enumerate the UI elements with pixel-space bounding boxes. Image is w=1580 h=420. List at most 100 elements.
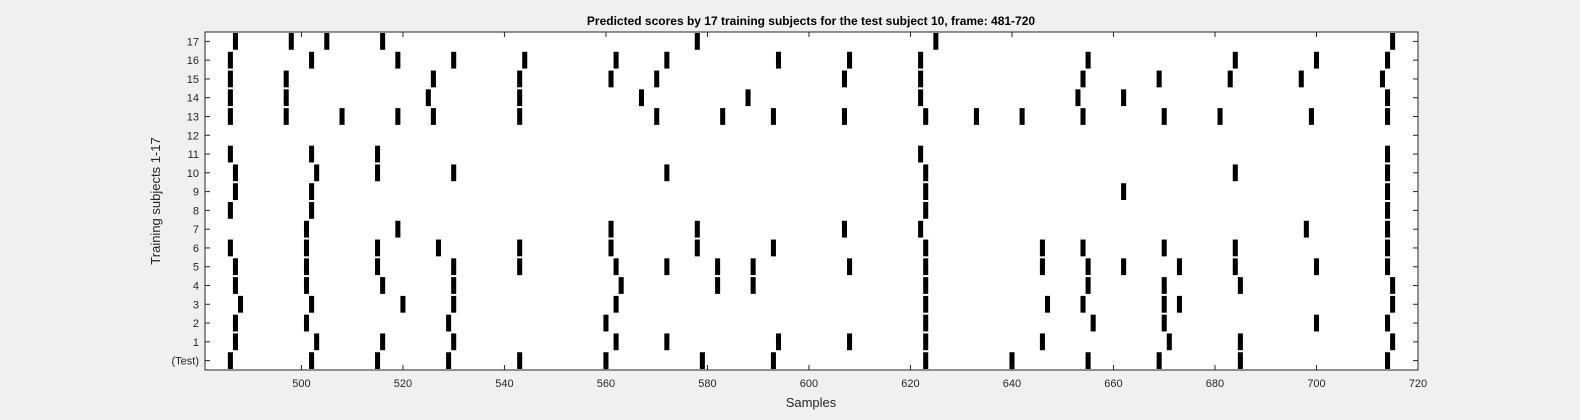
event-mark (232, 258, 238, 276)
event-mark (232, 277, 238, 294)
event-mark (517, 258, 523, 276)
event-mark (425, 89, 431, 107)
event-mark (923, 239, 929, 257)
event-mark (517, 108, 523, 125)
event-mark (1385, 51, 1391, 69)
x-tick-label: 560 (597, 378, 615, 390)
event-mark (918, 145, 924, 163)
event-mark (1390, 333, 1396, 351)
event-marks (227, 33, 1396, 369)
event-mark (1085, 352, 1091, 369)
event-mark (608, 239, 614, 257)
event-mark (613, 51, 619, 69)
event-mark (1313, 258, 1320, 276)
event-mark (1161, 108, 1167, 125)
event-mark (1085, 277, 1091, 294)
event-mark (664, 333, 670, 351)
event-mark (324, 33, 330, 50)
event-mark (1385, 183, 1391, 200)
event-mark (309, 352, 315, 369)
event-mark (841, 108, 848, 125)
event-mark (775, 51, 782, 69)
event-mark (1009, 352, 1015, 369)
event-mark (613, 295, 619, 313)
event-mark (303, 258, 310, 276)
event-mark (435, 239, 441, 257)
event-mark (303, 277, 310, 294)
event-mark (1161, 295, 1167, 313)
event-mark (1385, 108, 1391, 125)
event-mark (603, 352, 609, 369)
event-mark (745, 89, 751, 107)
event-mark (770, 108, 776, 125)
event-mark (227, 239, 233, 257)
event-mark (1313, 51, 1320, 69)
event-mark (375, 258, 381, 276)
y-tick-label: 17 (187, 36, 199, 48)
event-mark (1161, 314, 1167, 332)
axes-frame (204, 31, 1419, 371)
event-mark (715, 277, 721, 294)
x-tick-label: 600 (800, 378, 818, 390)
event-mark (395, 220, 401, 238)
event-mark (841, 220, 848, 238)
event-mark (613, 258, 619, 276)
event-mark (375, 164, 381, 182)
event-mark (918, 89, 924, 107)
event-mark (451, 51, 457, 69)
y-tick-label: 10 (187, 168, 199, 180)
event-mark (430, 108, 436, 125)
event-mark (227, 108, 233, 125)
event-mark (1313, 314, 1320, 332)
event-mark (430, 70, 436, 88)
event-mark (451, 333, 457, 351)
event-mark (1161, 277, 1167, 294)
event-mark (451, 258, 457, 276)
y-tick-label: 12 (187, 130, 199, 142)
event-mark (699, 352, 705, 369)
event-mark (1080, 239, 1086, 257)
event-mark (400, 295, 406, 313)
event-mark (283, 89, 289, 107)
event-mark (232, 164, 238, 182)
event-mark (664, 164, 670, 182)
event-mark (517, 239, 523, 257)
event-mark (694, 239, 700, 257)
event-mark (232, 333, 238, 351)
event-mark (1385, 164, 1391, 182)
event-mark (1390, 33, 1396, 50)
event-mark (1227, 70, 1233, 88)
event-mark (918, 70, 924, 88)
event-mark (654, 70, 660, 88)
y-tick-label: (Test) (172, 356, 200, 368)
event-mark (380, 33, 386, 50)
event-mark (923, 295, 929, 313)
event-mark (720, 108, 726, 125)
event-mark (618, 277, 624, 294)
event-mark (451, 164, 457, 182)
event-mark (339, 108, 345, 125)
event-mark (451, 277, 457, 294)
y-tick-label: 8 (193, 205, 199, 217)
event-mark (309, 295, 315, 313)
event-mark (664, 258, 670, 276)
x-tick-label: 720 (1409, 378, 1427, 390)
event-mark (314, 164, 320, 182)
event-mark (608, 220, 614, 238)
event-mark (1121, 258, 1127, 276)
y-tick-label: 5 (193, 262, 199, 274)
x-tick-label: 520 (394, 378, 412, 390)
event-mark (923, 314, 929, 332)
event-mark (1039, 258, 1045, 276)
event-mark (517, 89, 523, 107)
event-mark (1298, 70, 1304, 88)
event-mark (1232, 51, 1238, 69)
plot-area (205, 32, 1418, 370)
event-mark (664, 51, 670, 69)
event-mark (775, 333, 782, 351)
event-mark (654, 108, 660, 125)
x-tick-label: 660 (1104, 378, 1122, 390)
event-mark (227, 51, 233, 69)
event-mark (395, 51, 401, 69)
event-mark (303, 314, 310, 332)
